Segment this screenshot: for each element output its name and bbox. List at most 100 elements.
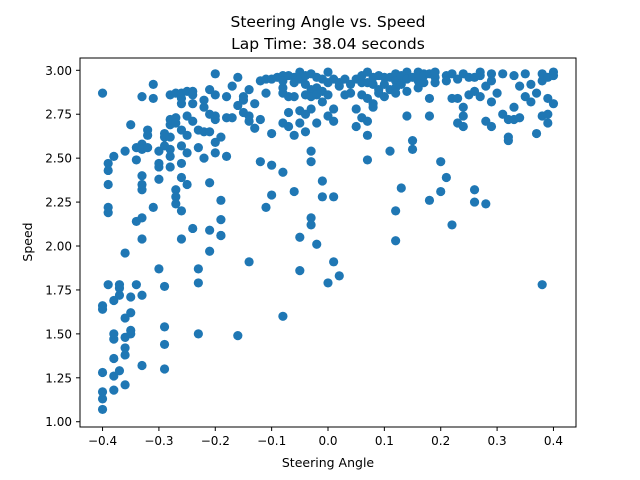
data-point <box>165 162 175 172</box>
data-point <box>120 343 130 353</box>
x-tick-label: 0.1 <box>375 434 394 448</box>
data-point <box>216 230 226 241</box>
data-point <box>244 257 254 267</box>
data-points <box>97 67 559 415</box>
y-tick-label: 2.75 <box>45 108 72 122</box>
data-point <box>306 146 316 156</box>
data-point <box>469 185 480 195</box>
data-point <box>486 69 497 79</box>
data-point <box>210 90 220 100</box>
data-point <box>548 99 559 109</box>
data-point <box>391 236 401 246</box>
data-point <box>159 322 170 332</box>
data-point <box>255 157 265 167</box>
data-point <box>109 151 119 161</box>
data-point <box>481 199 491 209</box>
data-point <box>317 176 327 186</box>
data-point <box>385 146 395 156</box>
data-point <box>261 88 271 98</box>
data-point <box>188 99 198 109</box>
data-point <box>188 223 198 234</box>
data-point <box>300 127 311 137</box>
data-point <box>486 97 497 107</box>
data-point <box>137 290 147 300</box>
data-point <box>261 202 271 212</box>
data-point <box>391 206 401 216</box>
data-point <box>97 387 108 397</box>
data-point <box>526 97 536 107</box>
data-point <box>193 278 203 288</box>
data-point <box>250 99 260 109</box>
data-point <box>351 104 361 114</box>
data-point <box>199 153 209 163</box>
data-point <box>334 271 344 281</box>
data-point <box>509 70 519 81</box>
data-point <box>486 121 497 132</box>
data-point <box>114 280 125 290</box>
data-point <box>109 329 119 339</box>
data-point <box>233 331 243 341</box>
data-point <box>193 329 203 339</box>
data-point <box>109 385 119 395</box>
data-point <box>137 179 147 190</box>
data-point <box>103 165 113 176</box>
data-point <box>441 172 451 183</box>
x-tick-label: −0.1 <box>257 434 286 448</box>
data-point <box>424 93 435 104</box>
data-point <box>143 125 153 135</box>
data-point <box>182 130 192 140</box>
data-point <box>137 234 147 244</box>
data-point <box>362 130 373 140</box>
x-tick-label: 0.2 <box>431 434 450 448</box>
data-point <box>537 280 547 290</box>
data-point <box>458 111 468 121</box>
data-point <box>424 195 435 205</box>
data-point <box>227 81 237 91</box>
data-point <box>120 350 130 360</box>
y-axis-ticks: 1.00 1.25 1.50 1.75 2.00 2.25 2.50 2.75 3.00 <box>45 64 80 429</box>
data-point <box>137 171 147 181</box>
data-point <box>430 78 440 88</box>
data-point <box>221 151 232 161</box>
data-point <box>97 88 108 98</box>
data-point <box>165 151 175 161</box>
data-point <box>193 143 203 153</box>
plot-frame <box>79 57 577 428</box>
data-point <box>396 183 406 193</box>
data-point <box>379 92 389 102</box>
data-point <box>159 281 170 292</box>
data-point <box>543 109 553 119</box>
data-point <box>137 213 147 223</box>
data-point <box>210 111 220 121</box>
data-point <box>182 179 192 190</box>
data-point <box>159 339 170 350</box>
data-point <box>515 113 525 123</box>
data-point <box>402 111 412 121</box>
data-point <box>131 280 141 290</box>
data-point <box>278 167 288 177</box>
data-point <box>143 143 153 153</box>
data-point <box>283 121 294 132</box>
data-point <box>233 72 243 82</box>
data-point <box>244 111 254 121</box>
data-point <box>126 325 136 335</box>
data-point <box>447 220 457 230</box>
data-point <box>351 121 361 132</box>
y-tick-label: 2.50 <box>45 152 72 166</box>
data-point <box>306 104 316 114</box>
data-point <box>205 246 215 256</box>
data-point <box>210 148 220 158</box>
data-point <box>126 120 136 130</box>
data-point <box>97 367 108 378</box>
data-point <box>469 197 480 207</box>
y-tick-label: 2.25 <box>45 196 72 210</box>
data-point <box>114 366 125 376</box>
data-point <box>176 206 187 216</box>
data-point <box>526 79 536 89</box>
data-point <box>441 76 451 86</box>
data-point <box>492 88 502 98</box>
data-point <box>205 225 215 235</box>
data-point <box>159 364 170 374</box>
data-point <box>176 234 187 244</box>
